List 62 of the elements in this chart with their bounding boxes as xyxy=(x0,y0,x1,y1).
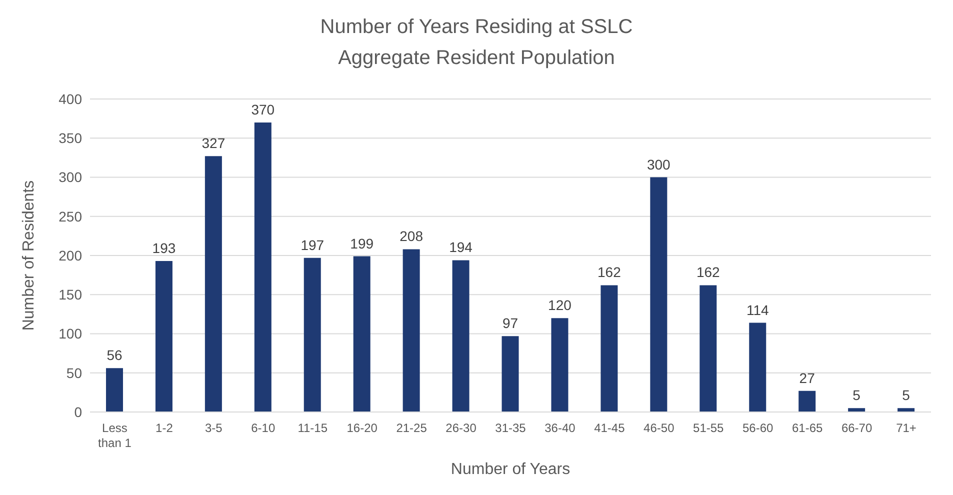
bar xyxy=(551,318,568,412)
x-tick-label: 71+ xyxy=(896,421,916,435)
bar xyxy=(353,256,370,412)
x-tick-label: 6-10 xyxy=(251,421,276,435)
y-tick-label: 350 xyxy=(58,130,82,146)
x-tick-label: 1-2 xyxy=(156,421,174,435)
bar xyxy=(700,285,717,412)
x-tick-label: 66-70 xyxy=(841,421,872,435)
bar xyxy=(254,122,272,412)
data-label: 208 xyxy=(400,228,424,244)
bar xyxy=(502,336,519,412)
data-label: 5 xyxy=(852,387,861,404)
data-label: 5 xyxy=(902,387,910,404)
y-axis-title: Number of Residents xyxy=(20,180,38,331)
y-tick-label: 100 xyxy=(58,326,82,342)
data-label: 300 xyxy=(646,156,671,172)
bar xyxy=(749,322,766,412)
x-tick-label: 41-45 xyxy=(594,421,626,435)
x-tick-label: 56-60 xyxy=(742,421,774,435)
y-tick-label: 150 xyxy=(58,286,82,303)
bar xyxy=(106,368,123,412)
bar xyxy=(304,258,321,412)
chart-title: Number of Years Residing at SSLC xyxy=(319,15,634,40)
data-label: 56 xyxy=(106,347,122,364)
bar xyxy=(650,177,668,412)
data-label: 97 xyxy=(502,315,518,332)
y-tick-label: 0 xyxy=(74,404,82,420)
y-tick-label: 200 xyxy=(58,247,82,264)
x-tick-label: 36-40 xyxy=(544,421,576,435)
x-tick-label: 31-35 xyxy=(495,421,526,435)
data-label: 370 xyxy=(251,101,275,118)
x-tick-label: 61-65 xyxy=(792,421,823,435)
x-tick-label: 46-50 xyxy=(644,421,675,435)
x-tick-label: 16-20 xyxy=(346,421,378,435)
data-label: 193 xyxy=(152,240,176,256)
data-label: 27 xyxy=(799,370,816,386)
y-tick-label: 300 xyxy=(58,169,82,186)
bar xyxy=(452,260,470,412)
data-label: 199 xyxy=(350,235,374,252)
bar xyxy=(204,156,222,412)
data-label: 162 xyxy=(598,264,622,280)
data-label: 194 xyxy=(449,239,473,256)
data-label: 197 xyxy=(300,236,324,253)
x-tick-label: Less than 1 xyxy=(98,421,132,450)
x-tick-label: 21-25 xyxy=(396,421,428,435)
bar xyxy=(402,249,420,412)
data-label: 327 xyxy=(202,135,226,152)
y-tick-label: 50 xyxy=(66,364,82,381)
x-tick-label: 51-55 xyxy=(693,421,724,435)
x-tick-label: 11-15 xyxy=(298,421,328,435)
data-label: 114 xyxy=(746,302,769,318)
chart-subtitle: Aggregate Resident Population xyxy=(337,46,616,71)
bar xyxy=(600,285,618,412)
x-tick-label: 26-30 xyxy=(446,421,477,435)
y-tick-label: 250 xyxy=(58,208,82,224)
x-tick-label: 3-5 xyxy=(205,421,223,435)
x-axis-title: Number of Years xyxy=(450,461,570,478)
bar xyxy=(155,260,172,412)
y-tick-label: 400 xyxy=(58,90,82,107)
bar xyxy=(798,390,816,412)
data-label: 162 xyxy=(696,264,720,280)
data-label: 120 xyxy=(548,297,572,314)
